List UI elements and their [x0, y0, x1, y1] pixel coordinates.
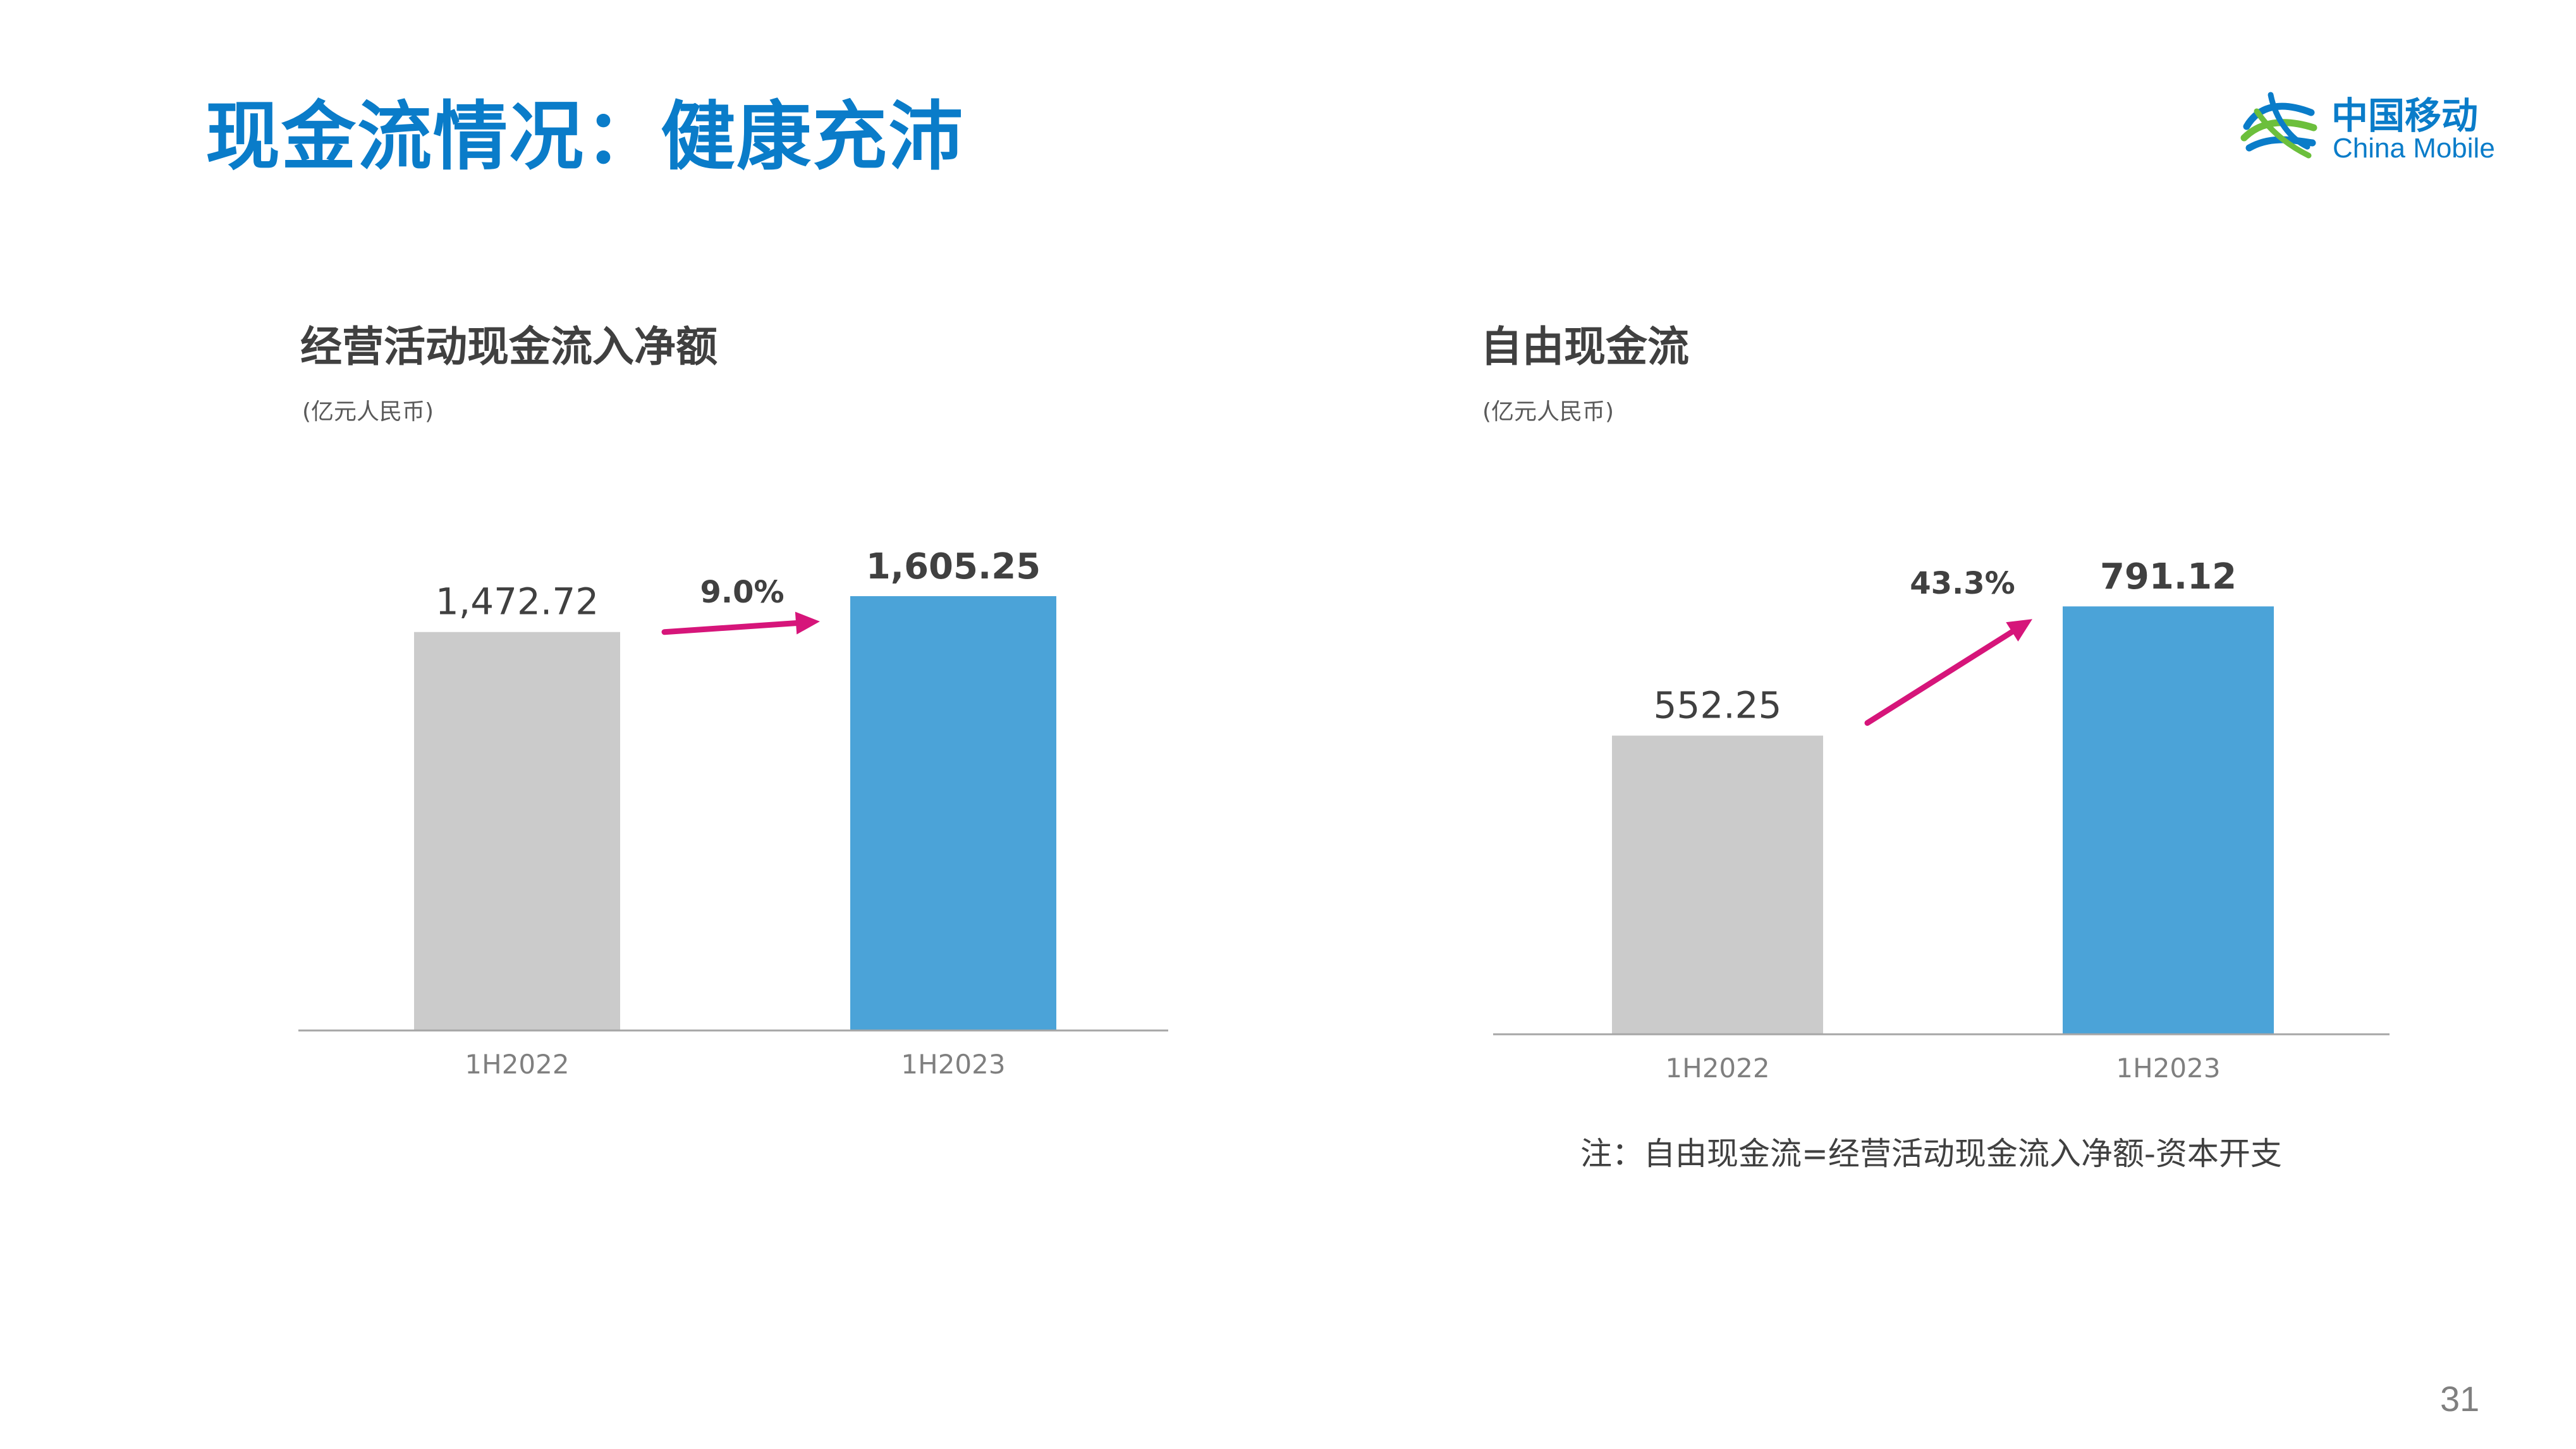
chart-1-title: 经营活动现金流入净额	[300, 322, 717, 371]
bar-value-label-1H2023: 1,605.25	[866, 546, 1041, 587]
bar-value-label-1H2022: 1,472.72	[436, 580, 599, 623]
chart-2-unit: (亿元人民币)	[1482, 399, 1615, 425]
bar-1H2023	[2063, 606, 2274, 1034]
footnote: 注：自由现金流=经营活动现金流入净额-资本开支	[1580, 1135, 2282, 1172]
bar-1H2022	[1612, 735, 1823, 1034]
chart-1-unit: (亿元人民币)	[302, 399, 434, 425]
logo-chinese-name: 中国移动	[2331, 94, 2479, 137]
chart-2-title: 自由现金流	[1480, 322, 1689, 371]
growth-arrow-icon	[1864, 619, 2032, 726]
china-mobile-logo: 中国移动 China Mobile	[2238, 82, 2503, 177]
china-mobile-logo-icon	[2240, 92, 2317, 159]
bar-value-label-1H2022: 552.25	[1654, 684, 1782, 727]
bar-1H2022	[414, 632, 620, 1030]
x-tick-label-1H2022: 1H2022	[1665, 1053, 1769, 1084]
bar-value-label-1H2023: 791.12	[2100, 556, 2237, 597]
x-tick-label-1H2023: 1H2023	[901, 1049, 1005, 1080]
x-tick-label-1H2022: 1H2022	[465, 1049, 569, 1080]
logo-english-name: China Mobile	[2333, 133, 2495, 164]
bar-1H2023	[850, 596, 1056, 1030]
page-title: 现金流情况：健康充沛	[205, 93, 965, 180]
growth-arrow-icon	[661, 611, 820, 635]
page-number: 31	[2440, 1379, 2480, 1419]
growth-rate-label: 43.3%	[1910, 566, 2015, 601]
x-tick-label-1H2023: 1H2023	[2116, 1053, 2220, 1084]
growth-rate-label: 9.0%	[700, 575, 784, 610]
